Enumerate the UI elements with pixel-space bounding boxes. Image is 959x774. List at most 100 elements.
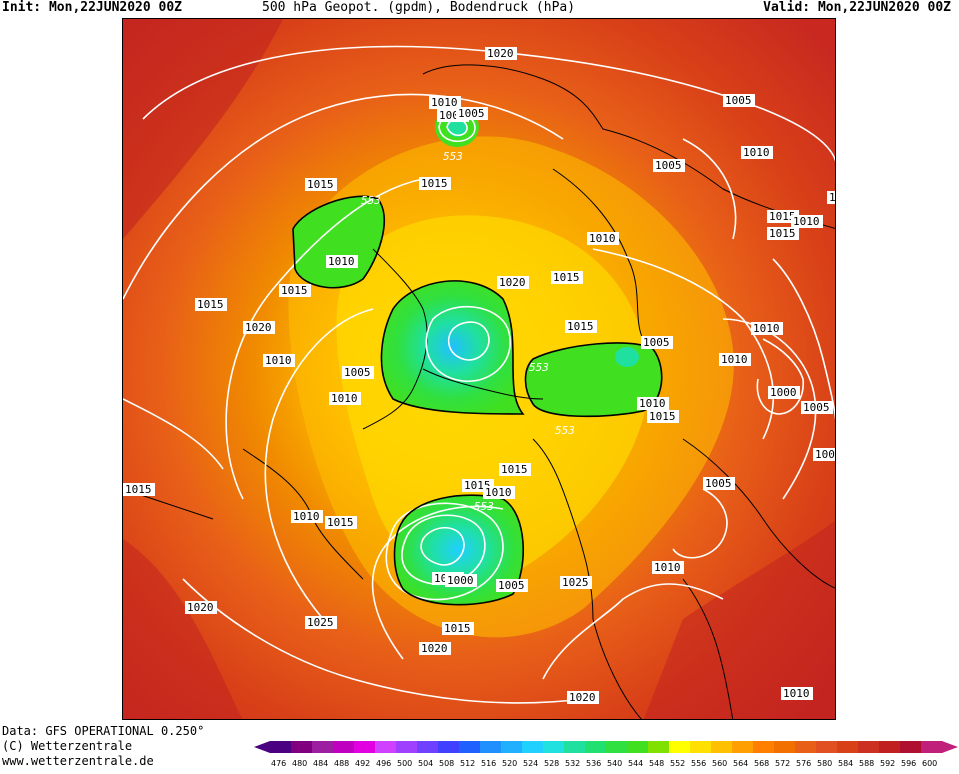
isobar-label-text: 1015 [421,177,448,190]
legend-tick-label: 600 [922,759,937,768]
isobar-label-text: 1010 [721,353,748,366]
isobar-label: 1010 [791,215,823,228]
isobar-label: 1005 [653,159,685,172]
geopotential-label: 553 [474,500,494,513]
isobar-label: 1015 [551,271,583,284]
legend-tick-label: 544 [628,759,643,768]
isobar-label: 1010 [291,510,323,523]
isobar-label-text: 1010 [485,486,512,499]
init-time: Init: Mon,22JUN2020 00Z [2,0,183,15]
isobar-label: 1015 [565,320,597,333]
isobar-label-text: 553 [529,361,549,374]
legend-swatch [270,741,292,753]
legend-tick-label: 548 [649,759,664,768]
isobar-label: 1020 [567,691,599,704]
legend-tick-label: 580 [817,759,832,768]
isobar-label-text: 1005 [725,94,752,107]
legend-swatch [564,741,586,753]
legend-arrow-left [254,741,270,753]
legend-tick-label: 584 [838,759,853,768]
legend-tick-label: 488 [334,759,349,768]
isobar-label: 1025 [305,616,337,629]
legend-swatch [459,741,481,753]
legend-tick-label: 524 [523,759,538,768]
isobar-label-text: 1015 [444,622,471,635]
legend-swatch [312,741,334,753]
isobar-label-text: 1020 [499,276,526,289]
legend-swatch [900,741,922,753]
legend-tick-label: 516 [481,759,496,768]
weather-map[interactable]: 1020 1015 1010 1005 553 1005 1005 1005 1010 1015 1… [122,18,836,720]
isobar-label: 1015 [442,622,474,635]
isobar-label-text: 1015 [327,516,354,529]
isobar-label-text: 10 [829,191,836,204]
isobar-label-text: 553 [361,194,381,207]
isobar-label: 1020 [485,47,517,60]
legend-tick-label: 588 [859,759,874,768]
legend-swatch [543,741,565,753]
isobar-label-text: 1015 [649,410,676,423]
isobar-label-text: 1005 [344,366,371,379]
isobar-label: 1010 [329,392,361,405]
website-link[interactable]: www.wetterzentrale.de [2,754,154,768]
isobar-label: 1010 [483,486,515,499]
legend-arrow-right [942,741,958,753]
legend-swatch [627,741,649,753]
legend-swatch [522,741,544,753]
isobar-label: 1015 [647,410,679,423]
isobar-label-text: 1015 [307,178,334,191]
legend-tick-label: 512 [460,759,475,768]
isobar-label-text: 1005 [643,336,670,349]
isobar-label: 1010 [263,354,295,367]
legend-tick-label: 528 [544,759,559,768]
legend-tick-label: 552 [670,759,685,768]
isobar-label-text: 1020 [187,601,214,614]
legend-swatch [858,741,880,753]
legend-tick-label: 576 [796,759,811,768]
legend-tick-label: 532 [565,759,580,768]
legend-tick-label: 596 [901,759,916,768]
isobar-label: 1005 [641,336,673,349]
legend-tick-label: 572 [775,759,790,768]
isobar-label: 1015 [499,463,531,476]
legend-swatch [837,741,859,753]
map-canvas: 1020101510101005553100510051005101010151… [123,19,836,719]
legend-tick-label: 560 [712,759,727,768]
isobar-label-text: 1010 [639,397,666,410]
isobar-label-text: 1015 [281,284,308,297]
isobar-label: 1000 [768,386,800,399]
isobar-label: 1000 [445,574,477,587]
isobar-label: 100 [813,448,835,461]
legend-tick-label: 500 [397,759,412,768]
isobar-label: 1020 [243,321,275,334]
legend-swatch [690,741,712,753]
legend-tick-label: 508 [439,759,454,768]
isobar-label-text: 1015 [125,483,152,496]
isobar-label-text: 100 [815,448,835,461]
isobar-label-text: 1010 [654,561,681,574]
legend-tick-label: 556 [691,759,706,768]
isobar-label: 1010 [587,232,619,245]
isobar-label: 1025 [560,576,592,589]
isobar-label-text: 1000 [447,574,474,587]
legend-tick-label: 536 [586,759,601,768]
isobar-label: 1010 [637,397,669,410]
isobar-label: 1010 [781,687,813,700]
legend-swatch [732,741,754,753]
legend-swatch [648,741,670,753]
isobar-label-text: 1010 [293,510,320,523]
isobar-label-text: 1010 [743,146,770,159]
isobar-label-text: 1020 [569,691,596,704]
isobar-label-text: 1025 [562,576,589,589]
isobar-label: 1010 [751,322,783,335]
isobar-label: 1015 [325,516,357,529]
isobar-labels: 1020101510101005553100510051005101010151… [123,47,836,704]
isobar-label-text: 1000 [770,386,797,399]
legend-swatch [354,741,376,753]
isobar-label-text: 1015 [501,463,528,476]
legend-swatch [879,741,901,753]
isobar-label: 1005 [456,107,488,120]
isobar-label-text: 1015 [769,227,796,240]
coastlines [123,64,835,719]
isobar-label: 1005 [496,579,528,592]
